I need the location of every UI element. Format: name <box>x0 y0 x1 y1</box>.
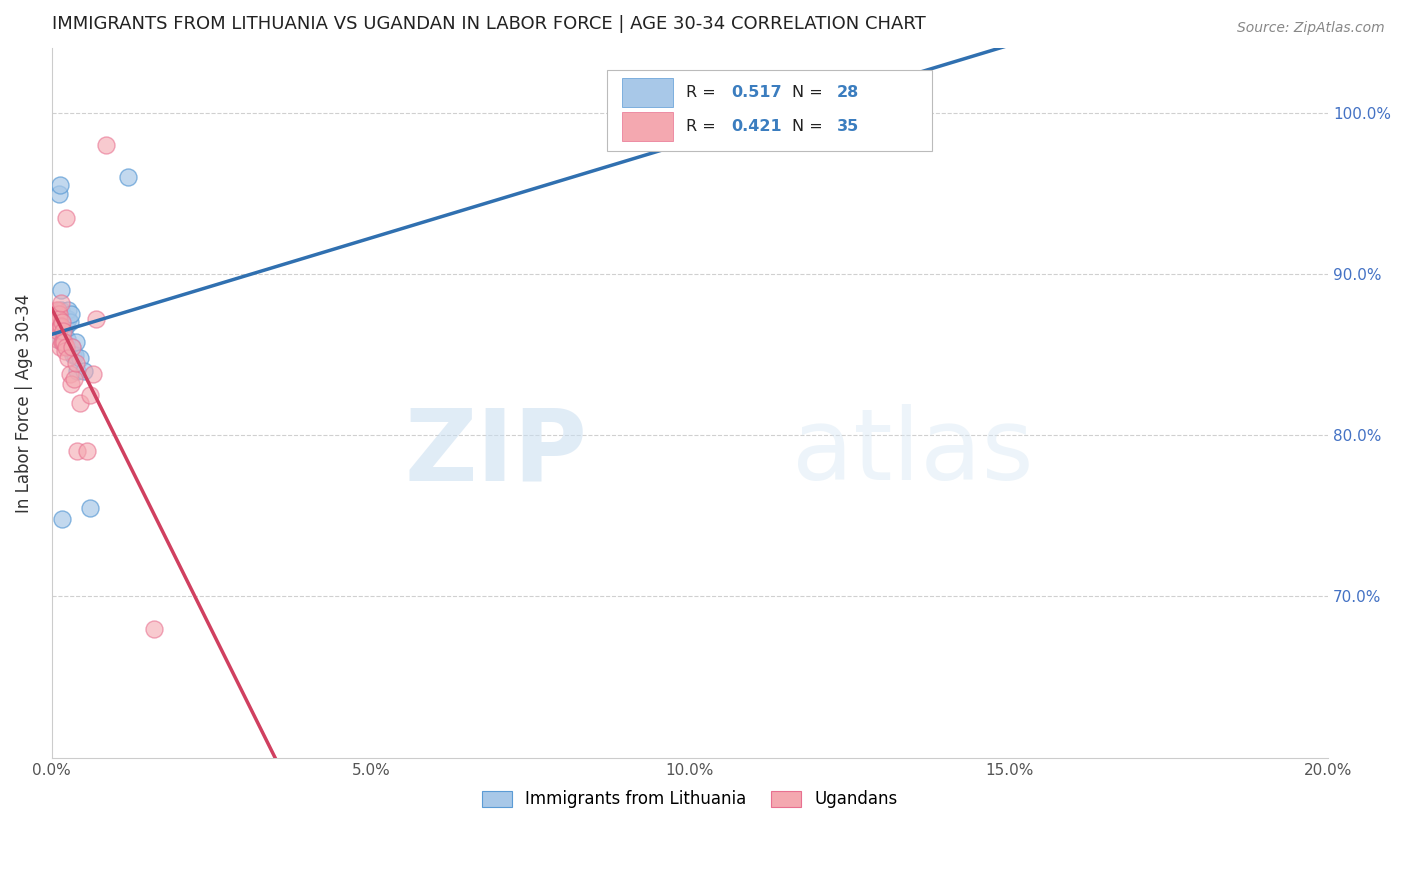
Point <box>76 444 98 458</box>
Point <box>66 364 89 378</box>
Point <box>48 186 70 201</box>
Point <box>59 315 82 329</box>
Bar <box>623 112 673 141</box>
Point <box>51 512 73 526</box>
Point <box>52 334 75 349</box>
Point <box>49 178 72 193</box>
Point <box>59 367 82 381</box>
Point <box>69 396 91 410</box>
Point <box>51 302 73 317</box>
Bar <box>623 78 673 107</box>
Text: IMMIGRANTS FROM LITHUANIA VS UGANDAN IN LABOR FORCE | AGE 30-34 CORRELATION CHAR: IMMIGRANTS FROM LITHUANIA VS UGANDAN IN … <box>52 15 925 33</box>
Point <box>69 351 91 365</box>
Point <box>49 340 72 354</box>
Point <box>73 364 96 378</box>
Point <box>65 356 87 370</box>
Point <box>46 302 69 317</box>
Text: Source: ZipAtlas.com: Source: ZipAtlas.com <box>1237 21 1385 35</box>
Point <box>60 340 83 354</box>
Y-axis label: In Labor Force | Age 30-34: In Labor Force | Age 30-34 <box>15 293 32 513</box>
FancyBboxPatch shape <box>607 70 932 152</box>
Point <box>53 344 76 359</box>
Point <box>79 388 101 402</box>
Text: N =: N = <box>792 119 828 134</box>
Point <box>51 315 73 329</box>
Point <box>55 310 77 325</box>
Point <box>55 318 77 333</box>
Point <box>45 315 67 329</box>
Text: atlas: atlas <box>792 404 1033 501</box>
Point <box>51 334 73 349</box>
Point <box>66 444 89 458</box>
Point <box>59 307 82 321</box>
Text: ZIP: ZIP <box>405 404 588 501</box>
Point <box>49 320 72 334</box>
Point <box>82 367 104 381</box>
Point <box>49 318 72 333</box>
Text: R =: R = <box>686 85 721 100</box>
Point <box>62 348 84 362</box>
Point <box>56 312 79 326</box>
Point <box>45 332 67 346</box>
Point <box>60 340 83 354</box>
Point <box>45 315 67 329</box>
Point <box>79 500 101 515</box>
Point <box>58 302 80 317</box>
Point <box>86 312 108 326</box>
Text: 0.421: 0.421 <box>731 119 782 134</box>
Point <box>51 315 73 329</box>
Point <box>51 283 73 297</box>
Text: 35: 35 <box>837 119 859 134</box>
Point <box>52 324 75 338</box>
Point <box>63 348 86 362</box>
Point <box>55 211 77 225</box>
Point <box>51 296 73 310</box>
Text: N =: N = <box>792 85 828 100</box>
Point <box>59 376 82 391</box>
Point <box>48 307 70 321</box>
Point <box>56 351 79 365</box>
Point <box>46 315 69 329</box>
Point <box>117 170 139 185</box>
Point <box>48 312 70 326</box>
Point <box>44 306 66 320</box>
Point <box>46 324 69 338</box>
Point <box>94 138 117 153</box>
Legend: Immigrants from Lithuania, Ugandans: Immigrants from Lithuania, Ugandans <box>474 782 907 817</box>
Point <box>63 372 86 386</box>
Point <box>56 332 79 346</box>
Point <box>142 622 165 636</box>
Point <box>65 334 87 349</box>
Point <box>45 332 67 346</box>
Point <box>53 318 76 333</box>
Point <box>46 307 69 321</box>
Point <box>45 302 67 317</box>
Point <box>52 326 75 341</box>
Point <box>52 315 75 329</box>
Text: R =: R = <box>686 119 721 134</box>
Point <box>55 340 77 354</box>
Text: 0.517: 0.517 <box>731 85 782 100</box>
Text: 28: 28 <box>837 85 859 100</box>
Point <box>52 334 75 349</box>
